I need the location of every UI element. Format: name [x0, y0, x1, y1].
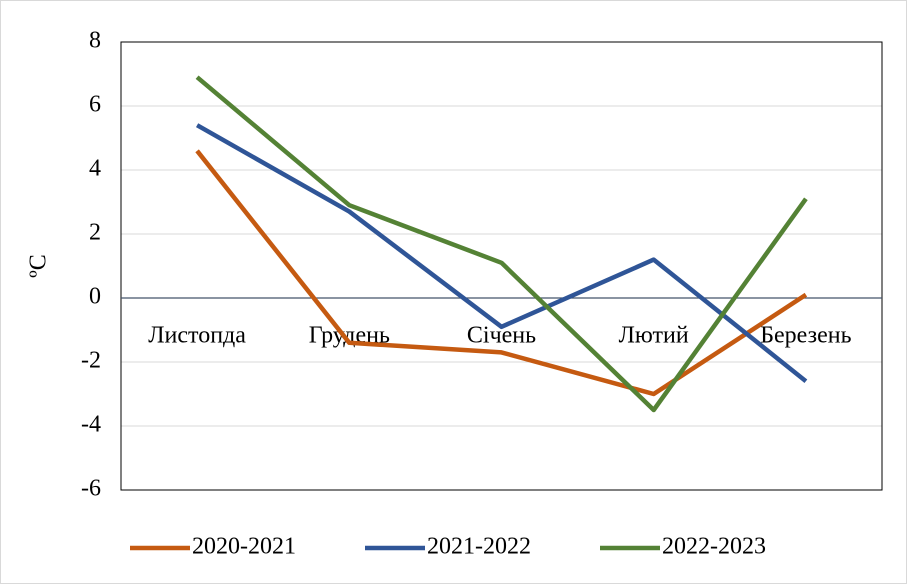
- y-tick-label: 8: [89, 28, 101, 54]
- y-tick-label: -4: [81, 412, 101, 438]
- y-tick-label: 4: [89, 156, 101, 182]
- plot-border: [120, 41, 883, 491]
- y-tick-label: -2: [81, 348, 101, 374]
- y-tick-label: 6: [89, 92, 101, 118]
- series-line: [195, 123, 808, 383]
- series-line: [195, 75, 808, 413]
- legend-label: 2020-2021: [192, 534, 296, 560]
- series-line: [195, 149, 808, 397]
- legend-label: 2022-2023: [662, 534, 766, 560]
- x-tick-label: Лютий: [619, 323, 689, 349]
- x-tick-label: Листопда: [148, 323, 246, 349]
- y-axis-label: ºC: [26, 254, 52, 277]
- legend-label: 2021-2022: [427, 534, 531, 560]
- y-tick-label: 2: [89, 220, 101, 246]
- x-tick-label: Березень: [760, 323, 851, 349]
- y-tick-label: 0: [89, 284, 101, 310]
- y-tick-label: -6: [81, 476, 101, 502]
